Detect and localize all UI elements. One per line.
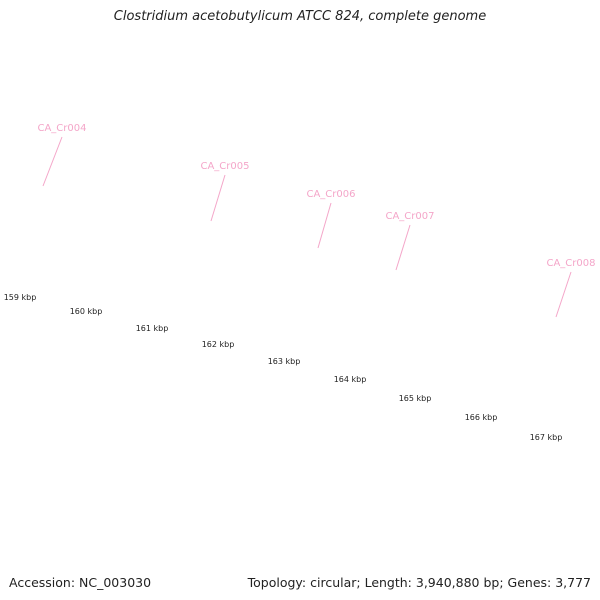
gene-label-leader [395,224,411,271]
tick-label: 165 kbp [399,394,432,403]
gene-label: CA_Cr005 [200,161,249,172]
gene-label-leader [317,202,332,249]
tick-label: 160 kbp [70,307,103,316]
gene-label: CA_Cr007 [385,211,434,222]
gene-label-leader [42,136,63,187]
gene-label: CA_Cr006 [306,189,355,200]
gene-label-leader [210,174,226,222]
tick-label: 162 kbp [202,340,235,349]
gene-label: CA_Cr004 [37,123,86,134]
tick-label: 161 kbp [136,324,169,333]
gene-label: CA_Cr008 [546,258,595,269]
genome-summary: Topology: circular; Length: 3,940,880 bp… [247,575,591,590]
gene-label-leader [555,271,572,318]
tick-label-layer: 159 kbp 160 kbp 161 kbp 162 kbp 163 kbp 164 k… [4,293,563,442]
map-title: Clostridium acetobutylicum ATCC 824, com… [113,9,487,24]
accession-label: Accession: NC_003030 [9,575,152,590]
tick-label: 166 kbp [465,413,498,422]
tick-label: 159 kbp [4,293,37,302]
gene-label-layer: CA_Cr004 CA_Cr005 CA_Cr006 CA_Cr007 CA_Cr008 [37,123,596,318]
tick-label: 163 kbp [268,357,301,366]
tick-label: 167 kbp [530,433,563,442]
tick-label: 164 kbp [334,375,367,384]
